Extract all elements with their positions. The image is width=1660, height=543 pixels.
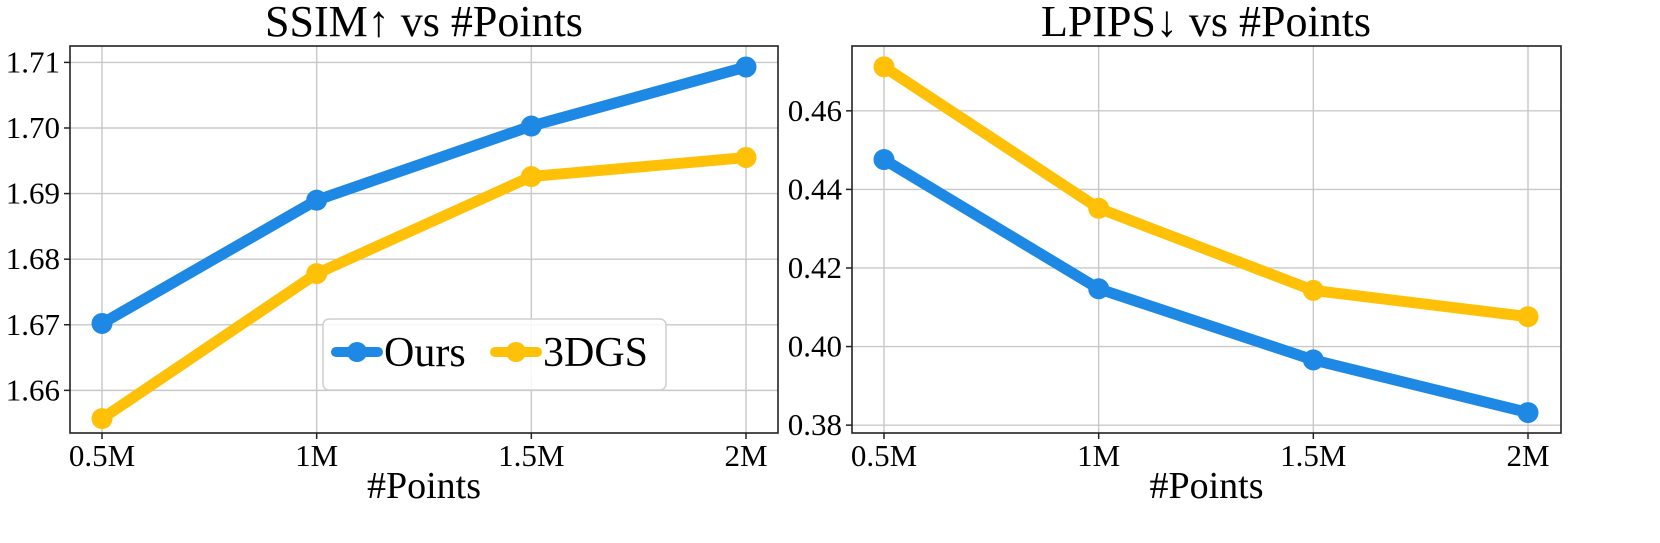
x-tick-label: 0.5M — [851, 438, 917, 473]
plot-frame — [69, 45, 779, 434]
chart-panel-lpips: 0.5M 1M 1.5M 2M 0.38 0.40 0.42 0.44 0.46 LPIPS↓ v… — [788, 0, 1562, 507]
data-point-3dgs — [306, 263, 328, 285]
legend: Ours 3DGS — [322, 318, 667, 391]
data-point-ours — [1517, 402, 1539, 424]
y-tick-label: 1.69 — [6, 176, 60, 211]
chart-title: SSIM↑ vs #Points — [265, 0, 583, 46]
plot-frame — [851, 45, 1562, 434]
x-tick-label: 1M — [295, 438, 338, 473]
x-axis-label: #Points — [1149, 465, 1263, 507]
data-point-ours — [1302, 349, 1324, 371]
x-tick-label: 1.5M — [498, 438, 564, 473]
x-tick-label: 2M — [1506, 438, 1549, 473]
data-point-ours — [520, 115, 542, 137]
legend-label: Ours — [384, 330, 466, 376]
series-line-3dgs — [96, 152, 752, 425]
data-point-3dgs — [735, 147, 757, 169]
y-tick-label: 0.38 — [788, 407, 842, 442]
y-tick-label: 1.67 — [6, 307, 60, 342]
legend-label: 3DGS — [543, 330, 648, 376]
data-point-3dgs — [91, 408, 113, 430]
data-point-3dgs — [873, 56, 895, 78]
data-point-ours — [873, 149, 895, 171]
y-tick-label: 0.46 — [788, 93, 842, 128]
y-tick-label: 1.70 — [6, 110, 60, 145]
x-tick-label: 1.5M — [1280, 438, 1346, 473]
y-tick-label: 1.68 — [6, 241, 60, 276]
data-point-3dgs — [1517, 306, 1539, 328]
x-tick-label: 1M — [1077, 438, 1120, 473]
data-point-3dgs — [520, 166, 542, 188]
data-point-ours — [91, 312, 113, 334]
data-point-ours — [306, 189, 328, 211]
legend-swatch-marker — [506, 342, 526, 362]
x-tick-label: 2M — [724, 438, 767, 473]
data-point-ours — [735, 56, 757, 78]
y-tick-label: 1.71 — [6, 44, 60, 79]
series-line-3dgs — [878, 61, 1534, 323]
x-axis-label: #Points — [367, 465, 481, 507]
data-point-ours — [1088, 278, 1110, 300]
y-tick-label: 1.66 — [6, 372, 60, 407]
series-line-ours — [96, 61, 752, 329]
x-tick-label: 0.5M — [69, 438, 135, 473]
data-point-3dgs — [1302, 279, 1324, 301]
series-line-ours — [878, 154, 1534, 419]
chart-title: LPIPS↓ vs #Points — [1041, 0, 1371, 46]
legend-swatch-marker — [347, 342, 367, 362]
y-tick-label: 0.40 — [788, 329, 842, 364]
chart-panel-ssim: 0.5M 1M 1.5M 2M 1.66 1.67 1.68 1.69 1.70 1.71 SSIM… — [6, 0, 779, 507]
data-point-3dgs — [1088, 197, 1110, 219]
y-tick-label: 0.42 — [788, 250, 842, 285]
y-tick-label: 0.44 — [788, 171, 843, 206]
